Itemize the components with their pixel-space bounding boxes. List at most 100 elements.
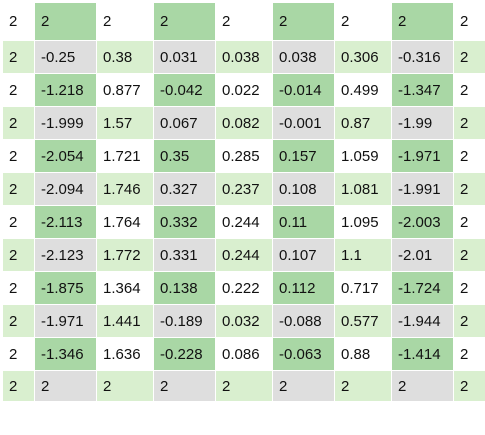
- grid-cell[interactable]: 0.138: [154, 272, 216, 305]
- grid-cell[interactable]: 2: [97, 3, 154, 41]
- grid-cell[interactable]: 0.87: [335, 107, 392, 140]
- grid-cell[interactable]: 0.877: [97, 74, 154, 107]
- grid-cell[interactable]: -1.346: [35, 338, 97, 371]
- grid-cell[interactable]: 0.306: [335, 41, 392, 74]
- grid-cell[interactable]: -0.001: [273, 107, 335, 140]
- grid-cell[interactable]: 1.721: [97, 140, 154, 173]
- grid-cell[interactable]: 2: [454, 371, 485, 402]
- grid-cell[interactable]: 0.031: [154, 41, 216, 74]
- grid-cell[interactable]: 2: [454, 3, 485, 41]
- grid-cell[interactable]: 1.772: [97, 239, 154, 272]
- grid-cell[interactable]: 2: [273, 371, 335, 402]
- grid-cell[interactable]: 0.285: [216, 140, 273, 173]
- grid-cell[interactable]: 2: [335, 371, 392, 402]
- grid-cell[interactable]: 2: [454, 107, 485, 140]
- grid-cell[interactable]: 2: [3, 305, 35, 338]
- grid-cell[interactable]: 2: [216, 371, 273, 402]
- grid-cell[interactable]: 2: [454, 239, 485, 272]
- grid-cell[interactable]: -1.971: [392, 140, 454, 173]
- grid-cell[interactable]: 1.1: [335, 239, 392, 272]
- grid-cell[interactable]: -2.003: [392, 206, 454, 239]
- grid-cell[interactable]: 2: [392, 371, 454, 402]
- grid-cell[interactable]: 0.032: [216, 305, 273, 338]
- grid-cell[interactable]: 2: [3, 371, 35, 402]
- grid-cell[interactable]: -0.189: [154, 305, 216, 338]
- grid-cell[interactable]: 0.237: [216, 173, 273, 206]
- grid-cell[interactable]: 2: [154, 371, 216, 402]
- grid-cell[interactable]: 0.327: [154, 173, 216, 206]
- grid-cell[interactable]: -1.999: [35, 107, 97, 140]
- grid-cell[interactable]: -0.228: [154, 338, 216, 371]
- grid-cell[interactable]: 2: [35, 3, 97, 41]
- grid-cell[interactable]: -1.347: [392, 74, 454, 107]
- grid-cell[interactable]: -0.25: [35, 41, 97, 74]
- grid-cell[interactable]: 2: [3, 272, 35, 305]
- grid-cell[interactable]: -0.014: [273, 74, 335, 107]
- grid-cell[interactable]: 2: [454, 338, 485, 371]
- grid-cell[interactable]: 0.499: [335, 74, 392, 107]
- grid-cell[interactable]: -1.875: [35, 272, 97, 305]
- grid-cell[interactable]: 2: [454, 305, 485, 338]
- grid-cell[interactable]: 0.112: [273, 272, 335, 305]
- grid-cell[interactable]: 2: [97, 371, 154, 402]
- grid-cell[interactable]: 2: [216, 3, 273, 41]
- grid-cell[interactable]: -1.414: [392, 338, 454, 371]
- grid-cell[interactable]: 2: [35, 371, 97, 402]
- grid-cell[interactable]: 1.746: [97, 173, 154, 206]
- grid-cell[interactable]: -1.724: [392, 272, 454, 305]
- grid-cell[interactable]: -0.316: [392, 41, 454, 74]
- grid-cell[interactable]: 1.441: [97, 305, 154, 338]
- grid-cell[interactable]: 1.636: [97, 338, 154, 371]
- grid-cell[interactable]: 1.57: [97, 107, 154, 140]
- grid-cell[interactable]: -2.094: [35, 173, 97, 206]
- grid-cell[interactable]: 2: [3, 41, 35, 74]
- grid-cell[interactable]: 0.244: [216, 206, 273, 239]
- grid-cell[interactable]: 2: [454, 206, 485, 239]
- grid-cell[interactable]: 2: [392, 3, 454, 41]
- grid-cell[interactable]: 2: [454, 140, 485, 173]
- grid-cell[interactable]: 1.081: [335, 173, 392, 206]
- grid-cell[interactable]: 0.038: [273, 41, 335, 74]
- grid-cell[interactable]: 0.082: [216, 107, 273, 140]
- grid-cell[interactable]: 2: [3, 3, 35, 41]
- grid-cell[interactable]: 2: [454, 272, 485, 305]
- grid-cell[interactable]: 2: [3, 107, 35, 140]
- grid-cell[interactable]: 0.331: [154, 239, 216, 272]
- grid-cell[interactable]: 2: [454, 173, 485, 206]
- grid-cell[interactable]: 0.157: [273, 140, 335, 173]
- grid-cell[interactable]: -0.063: [273, 338, 335, 371]
- grid-cell[interactable]: 2: [3, 140, 35, 173]
- grid-cell[interactable]: -1.218: [35, 74, 97, 107]
- grid-cell[interactable]: -2.113: [35, 206, 97, 239]
- grid-cell[interactable]: 2: [454, 74, 485, 107]
- grid-cell[interactable]: 0.107: [273, 239, 335, 272]
- grid-cell[interactable]: 2: [3, 338, 35, 371]
- grid-cell[interactable]: -1.99: [392, 107, 454, 140]
- grid-cell[interactable]: 0.717: [335, 272, 392, 305]
- grid-cell[interactable]: -0.088: [273, 305, 335, 338]
- grid-cell[interactable]: 0.222: [216, 272, 273, 305]
- grid-cell[interactable]: -2.054: [35, 140, 97, 173]
- grid-cell[interactable]: 1.095: [335, 206, 392, 239]
- grid-cell[interactable]: 2: [154, 3, 216, 41]
- grid-cell[interactable]: 0.086: [216, 338, 273, 371]
- grid-cell[interactable]: 0.88: [335, 338, 392, 371]
- grid-cell[interactable]: 2: [454, 41, 485, 74]
- grid-cell[interactable]: 0.11: [273, 206, 335, 239]
- grid-cell[interactable]: 0.38: [97, 41, 154, 74]
- grid-cell[interactable]: 0.244: [216, 239, 273, 272]
- grid-cell[interactable]: 2: [3, 173, 35, 206]
- grid-cell[interactable]: 2: [335, 3, 392, 41]
- grid-cell[interactable]: 0.022: [216, 74, 273, 107]
- grid-cell[interactable]: 2: [3, 239, 35, 272]
- grid-cell[interactable]: 1.059: [335, 140, 392, 173]
- grid-cell[interactable]: -0.042: [154, 74, 216, 107]
- grid-cell[interactable]: 2: [273, 3, 335, 41]
- grid-cell[interactable]: 0.108: [273, 173, 335, 206]
- grid-cell[interactable]: 2: [3, 74, 35, 107]
- grid-cell[interactable]: -1.991: [392, 173, 454, 206]
- grid-cell[interactable]: 2: [3, 206, 35, 239]
- grid-cell[interactable]: -2.01: [392, 239, 454, 272]
- grid-cell[interactable]: -1.971: [35, 305, 97, 338]
- grid-cell[interactable]: -2.123: [35, 239, 97, 272]
